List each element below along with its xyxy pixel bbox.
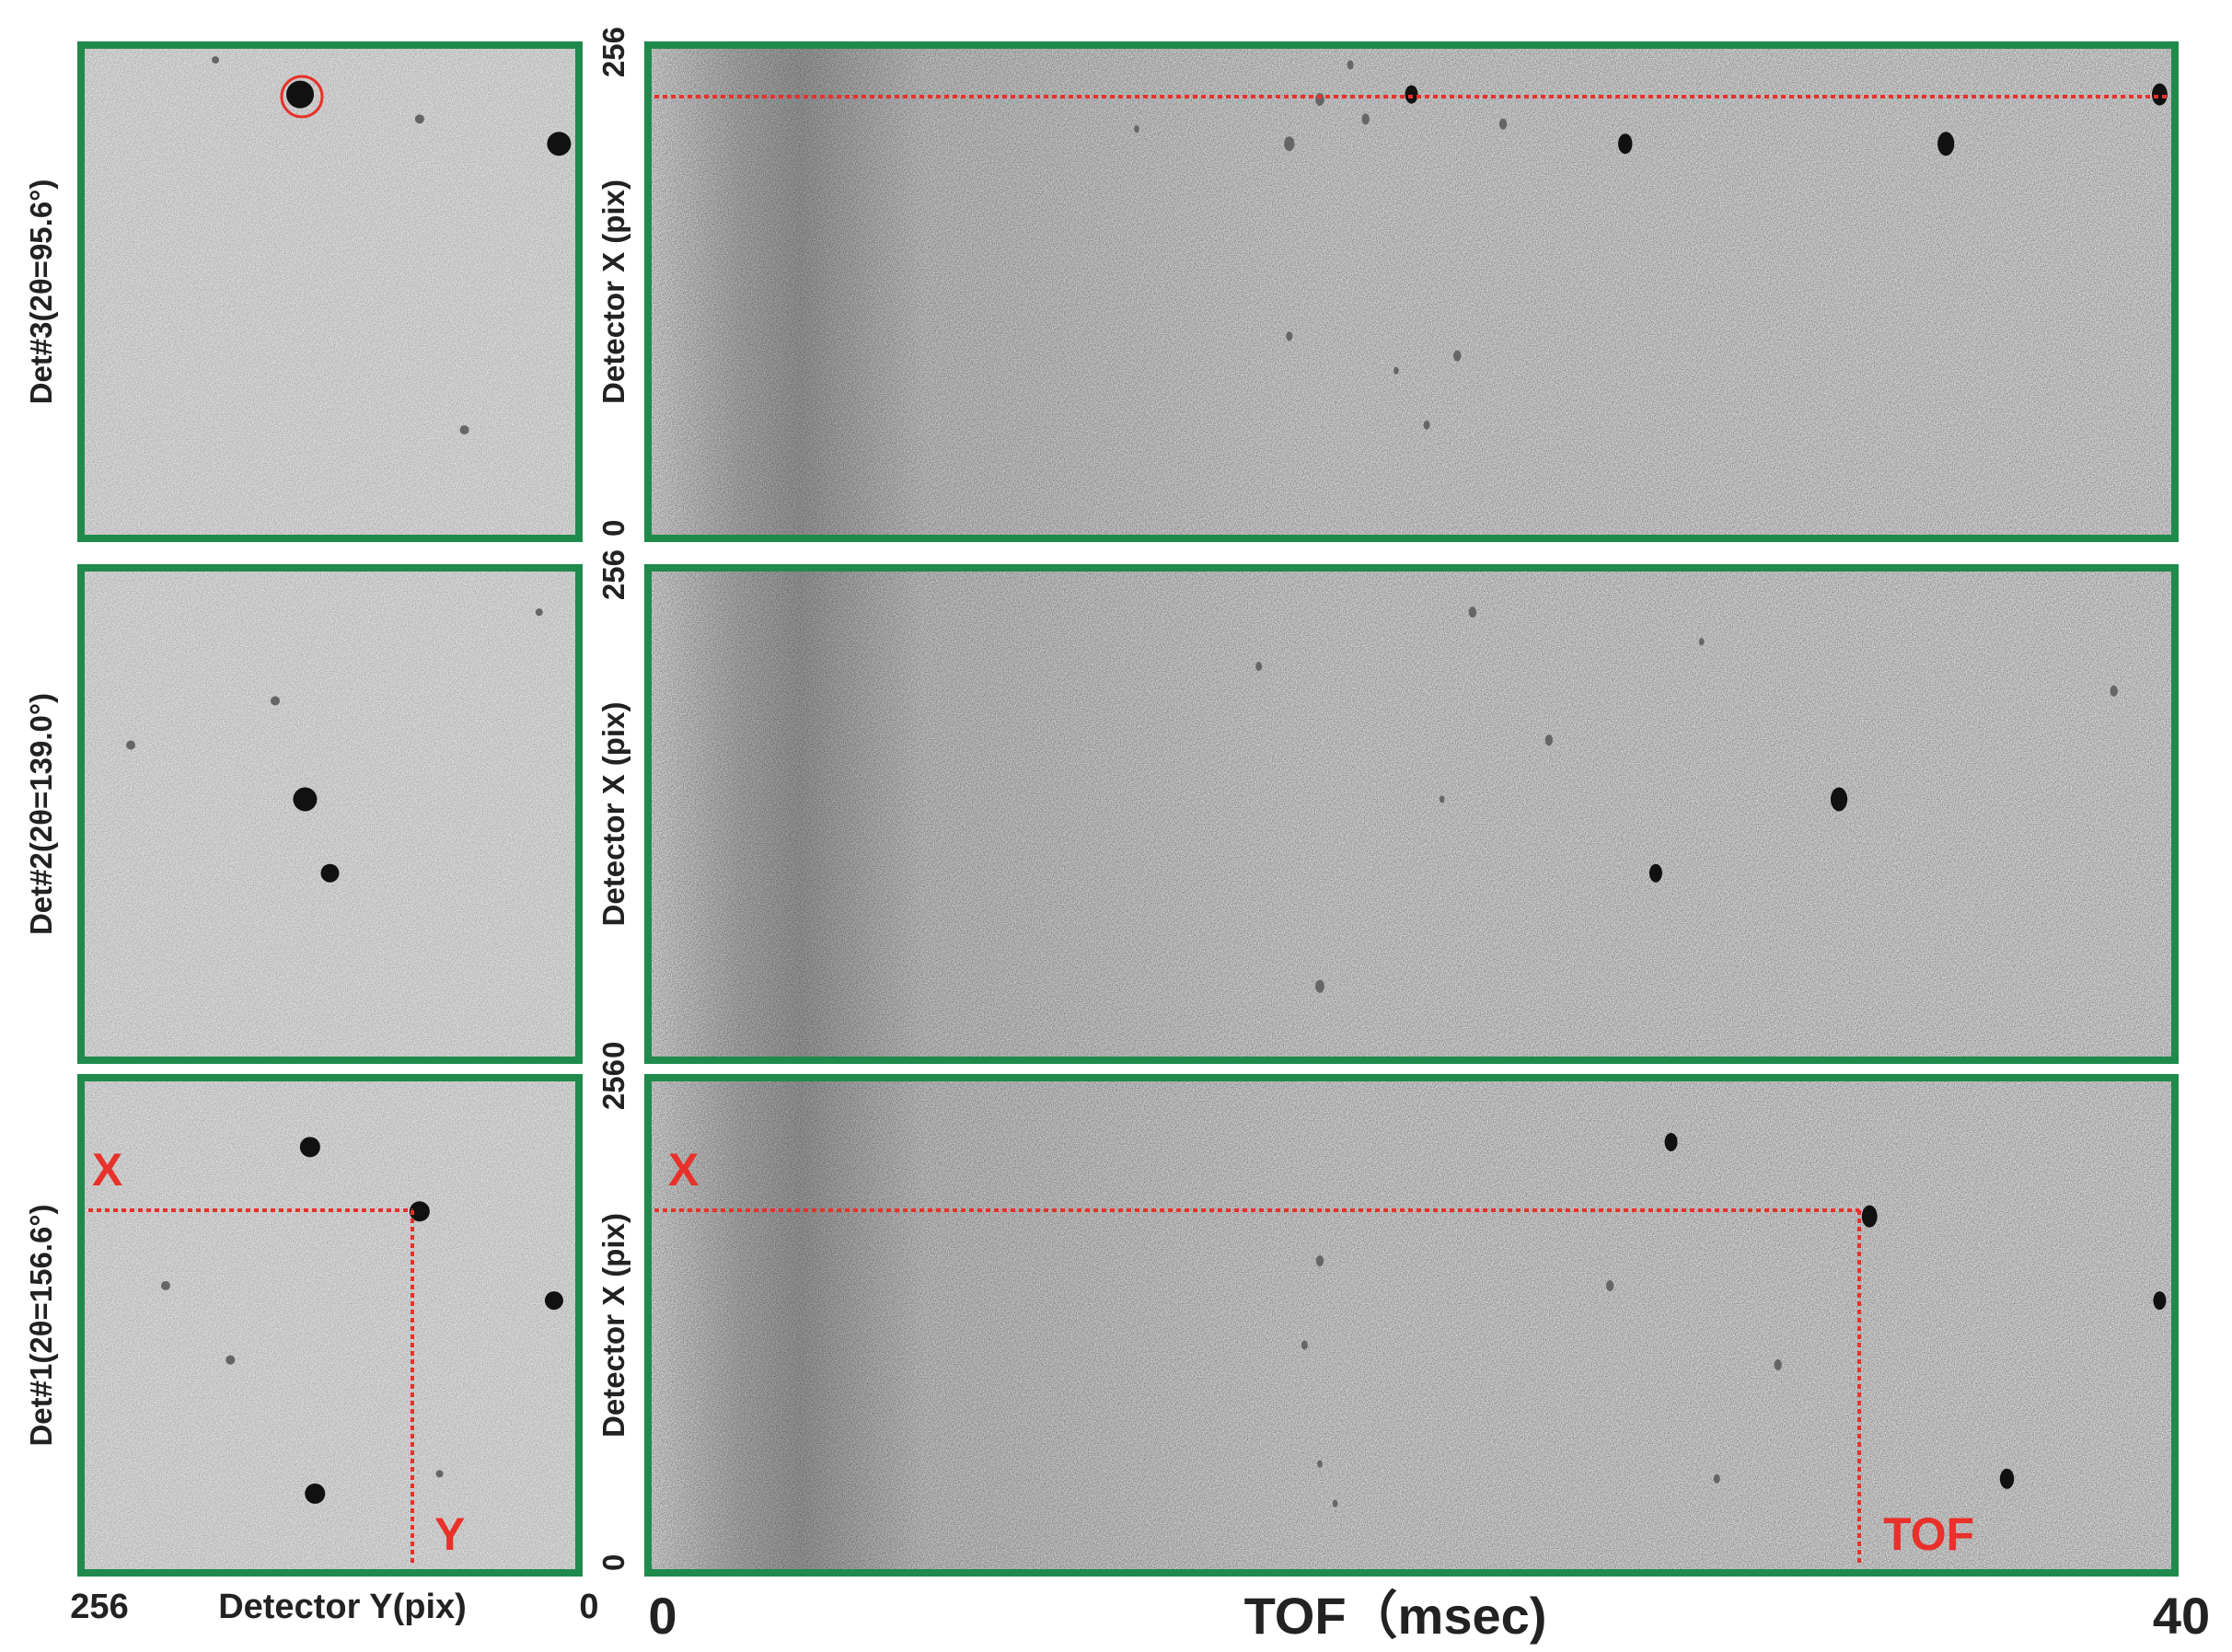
row-label: Det#2(2θ=139.0°)	[24, 693, 58, 935]
spot	[409, 1201, 430, 1222]
axis-limit: 256	[596, 1059, 630, 1110]
row-label: Det#1(2θ=156.6°)	[24, 1204, 58, 1446]
spot	[1315, 1255, 1324, 1267]
axis-label: Detector X (pix)	[596, 1213, 630, 1438]
highlight-circle	[280, 75, 324, 119]
spot	[1347, 60, 1354, 70]
spot	[544, 1291, 563, 1311]
panel-frame	[77, 41, 583, 542]
axis-limit: 0	[596, 1042, 630, 1058]
spot	[1317, 1460, 1323, 1468]
noise	[81, 568, 579, 1060]
spot	[1439, 795, 1445, 803]
spot	[2110, 685, 2118, 697]
spot	[547, 132, 572, 156]
background-band	[648, 1078, 2175, 1573]
spot	[1405, 85, 1418, 104]
noise	[81, 45, 579, 538]
axis-label: Detector X (pix)	[596, 179, 630, 404]
panel-frame	[644, 564, 2179, 1064]
axis-label: Detector Y(pix)	[218, 1588, 467, 1626]
spot	[1544, 734, 1554, 746]
spot	[305, 1483, 326, 1504]
annotation: X	[92, 1144, 122, 1196]
panel-frame	[644, 41, 2179, 542]
axis-limit: 256	[596, 549, 630, 600]
spot	[1498, 118, 1508, 130]
spot	[293, 787, 318, 812]
spot	[1698, 638, 1705, 646]
spot	[1423, 420, 1430, 430]
spot	[226, 1355, 236, 1365]
background-band	[648, 45, 2175, 538]
spot	[1618, 133, 1633, 155]
spot	[1937, 132, 1955, 156]
axis-limit: 256	[596, 27, 630, 77]
spot	[286, 80, 315, 109]
axis-limit: 0	[648, 1587, 677, 1645]
annotations: X Y X TOF	[88, 75, 2170, 1566]
spot	[1713, 1473, 1720, 1484]
row-label: Det#3(2θ=95.6°)	[24, 179, 58, 405]
spot	[1301, 1340, 1308, 1350]
axis-label: TOF（msec)	[1244, 1587, 1547, 1645]
spot	[1453, 350, 1462, 362]
spot	[299, 1137, 320, 1158]
spot	[160, 1280, 170, 1290]
spot	[1286, 331, 1293, 341]
axis-limit: 40	[2153, 1587, 2210, 1645]
annotation: Y	[434, 1508, 465, 1560]
spot	[212, 56, 220, 64]
axis-limit: 0	[596, 520, 630, 537]
panels: Det#3(2θ=95.6°) Detector X (pix)2560Det#2…	[24, 27, 2179, 1577]
spot	[1255, 662, 1263, 671]
panel-frame	[77, 564, 583, 1064]
spot	[1830, 787, 1848, 812]
spot	[459, 425, 469, 435]
spot	[2153, 1291, 2167, 1311]
background-band	[648, 568, 2175, 1060]
spot	[1134, 125, 1139, 133]
spot	[1999, 1468, 2015, 1489]
axis-limit: 256	[70, 1588, 128, 1626]
spot	[535, 608, 543, 617]
spot	[435, 1470, 444, 1478]
spot	[1468, 607, 1477, 618]
spot	[1315, 979, 1324, 993]
noise	[81, 1078, 579, 1573]
spot	[1648, 863, 1662, 883]
panel-frame	[77, 1074, 583, 1577]
annotation: X	[668, 1144, 699, 1196]
spot	[1394, 366, 1399, 375]
spot	[1284, 136, 1295, 152]
spot	[270, 696, 280, 706]
spot	[1664, 1132, 1678, 1151]
spot	[1361, 113, 1370, 125]
spot	[1605, 1279, 1614, 1291]
spot	[1861, 1205, 1878, 1228]
spot	[1332, 1499, 1338, 1508]
panel-frame	[644, 1074, 2179, 1577]
axis-limit: 0	[579, 1588, 598, 1626]
spot	[1774, 1359, 1782, 1371]
spot	[414, 114, 424, 124]
annotation: TOF	[1883, 1508, 1974, 1560]
axis-label: Detector X (pix)	[596, 702, 630, 927]
spot	[126, 740, 136, 750]
spot	[320, 863, 340, 883]
spot	[2152, 83, 2168, 106]
axis-limit: 0	[596, 1554, 630, 1571]
